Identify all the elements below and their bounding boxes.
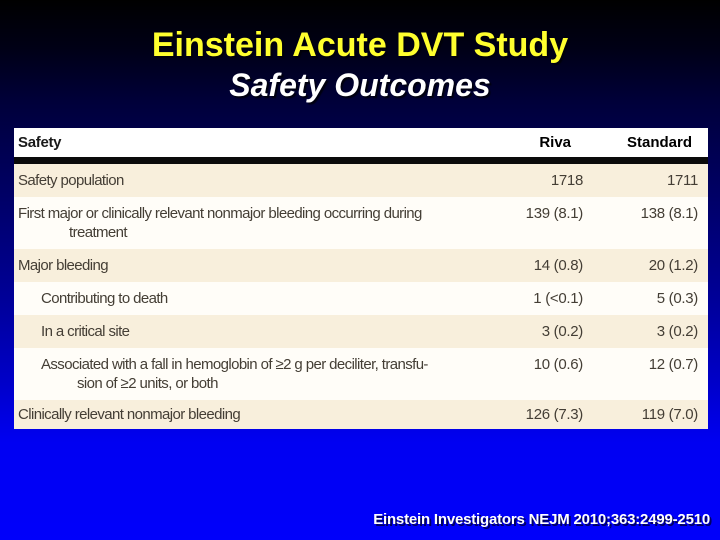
row-label-cell: Major bleeding <box>14 256 493 275</box>
row-label-cell: Clinically relevant nonmajor bleeding <box>14 405 493 424</box>
table-row: Contributing to death 1 (<0.1) 5 (0.3) <box>14 282 708 315</box>
row-label-line2: sion of ≥2 units, or both <box>77 375 218 392</box>
row-label-cell: Contributing to death <box>14 289 493 308</box>
row-label-cell: Associated with a fall in hemoglobin of … <box>14 355 493 393</box>
row-label-cell: In a critical site <box>14 322 493 341</box>
table-row: Clinically relevant nonmajor bleeding 12… <box>14 400 708 429</box>
header-standard-column: Standard <box>626 134 692 151</box>
table-row: Associated with a fall in hemoglobin of … <box>14 348 708 400</box>
row-standard-value: 12 (0.7) <box>648 356 699 373</box>
table-row: First major or clinically relevant nonma… <box>14 197 708 249</box>
row-riva-value: 14 (0.8) <box>533 257 584 274</box>
row-label-line1: Clinically relevant nonmajor bleeding <box>18 406 241 423</box>
row-standard-value: 119 (7.0) <box>641 406 699 423</box>
row-label-cell: Safety population <box>14 171 493 190</box>
row-label-line1: Safety population <box>18 172 124 189</box>
safety-outcomes-table: Safety Riva Standard Safety population 1… <box>14 128 708 429</box>
title-block: Einstein Acute DVT Study Safety Outcomes <box>0 24 720 104</box>
row-standard-value: 20 (1.2) <box>648 257 699 274</box>
row-standard-value: 1711 <box>666 172 698 189</box>
table-row: Safety population 1718 1711 <box>14 164 708 197</box>
citation-text: Einstein Investigators NEJM 2010;363:249… <box>373 511 710 528</box>
table-row: In a critical site 3 (0.2) 3 (0.2) <box>14 315 708 348</box>
row-riva-value: 1 (<0.1) <box>533 290 583 307</box>
header-divider-rule <box>14 157 708 164</box>
row-label-line1: In a critical site <box>41 323 130 340</box>
header-riva-column: Riva <box>539 134 571 151</box>
row-label-line2: treatment <box>69 224 128 241</box>
header-safety-label: Safety <box>18 134 62 151</box>
row-label-cell: First major or clinically relevant nonma… <box>14 204 493 242</box>
row-riva-value: 10 (0.6) <box>533 356 584 373</box>
row-label-line1: First major or clinically relevant nonma… <box>18 205 422 222</box>
row-riva-value: 126 (7.3) <box>525 406 584 423</box>
table-header-row: Safety Riva Standard <box>14 128 708 157</box>
row-standard-value: 5 (0.3) <box>656 290 699 307</box>
safety-table-body: Safety population 1718 1711 First major … <box>14 164 708 429</box>
row-label-line1: Contributing to death <box>41 290 168 307</box>
slide-title: Einstein Acute DVT Study <box>151 26 569 64</box>
row-riva-value: 1718 <box>550 172 583 189</box>
row-riva-value: 3 (0.2) <box>541 323 584 340</box>
slide-subtitle: Safety Outcomes <box>229 67 491 103</box>
row-standard-value: 138 (8.1) <box>640 205 699 222</box>
row-riva-value: 139 (8.1) <box>525 205 584 222</box>
table-row: Major bleeding 14 (0.8) 20 (1.2) <box>14 249 708 282</box>
row-label-line1: Major bleeding <box>18 257 109 274</box>
row-standard-value: 3 (0.2) <box>656 323 699 340</box>
row-label-line1: Associated with a fall in hemoglobin of … <box>41 356 428 373</box>
